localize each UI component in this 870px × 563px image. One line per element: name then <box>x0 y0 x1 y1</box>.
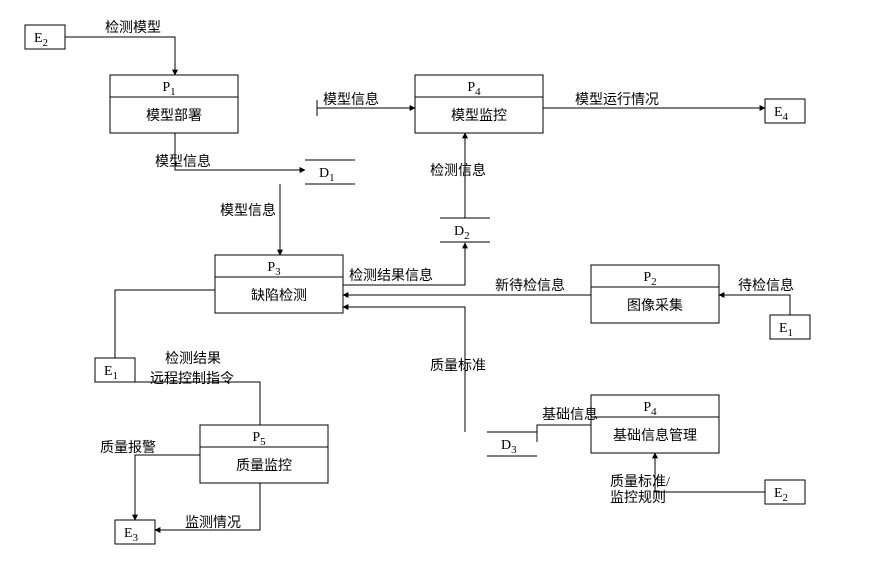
edge-label-p5_e1: 远程控制指令 <box>150 371 234 387</box>
edge-label-p1_d1: 模型信息 <box>155 153 211 170</box>
edge-p3_e1_r <box>115 290 215 358</box>
process-p4b: P4基础信息管理 <box>591 395 719 453</box>
edge-label-p5_e3_q: 质量报警 <box>100 440 156 456</box>
edge-p4b_d3 <box>537 425 591 442</box>
edge-p5_e1 <box>115 358 260 425</box>
edge-e2b_p4b <box>655 453 765 492</box>
process-p5: P5质量监控 <box>200 425 328 483</box>
edge-label-mi_p4: 模型信息 <box>323 91 379 108</box>
edge-label-d3_p3: 质量标准 <box>430 358 486 374</box>
process-label: 模型部署 <box>146 108 202 124</box>
edge-label-e2b_p4b-1: 质量标准/ <box>610 474 670 490</box>
edge-label-p3_d2: 检测结果信息 <box>349 267 433 284</box>
edge-label-p4_e4: 模型运行情况 <box>575 92 659 108</box>
process-p1: P1模型部署 <box>110 75 238 133</box>
external-e1b: E1 <box>95 358 135 382</box>
process-label: 缺陷检测 <box>251 288 307 304</box>
external-e4: E4 <box>765 99 805 123</box>
datastore-d1: D1 <box>305 160 355 184</box>
external-e3: E3 <box>115 520 155 544</box>
edge-label-e2b_p4b-2: 监控规则 <box>610 490 666 506</box>
external-e2b: E2 <box>765 480 805 504</box>
edge-label-p4b_d3: 基础信息 <box>542 406 598 423</box>
edge-label-d2_p4: 检测信息 <box>430 162 486 179</box>
edge-label-d1_p3: 模型信息 <box>220 202 276 219</box>
external-e1a: E1 <box>770 315 810 339</box>
process-p4: P4模型监控 <box>415 75 543 133</box>
datastore-label: D3 <box>501 438 517 456</box>
edge-label-p5_e3_m: 监测情况 <box>185 515 241 531</box>
process-label: 模型监控 <box>451 108 507 124</box>
edge-label-e1_p2: 待检信息 <box>738 277 794 294</box>
datastore-d2: D2 <box>440 218 490 242</box>
datastore-label: D2 <box>454 224 470 242</box>
edge-label-p2_p3: 新待检信息 <box>495 277 565 294</box>
edge-e2_p1 <box>65 37 175 75</box>
process-label: 基础信息管理 <box>613 427 697 444</box>
process-label: 质量监控 <box>236 458 292 474</box>
edge-p5_e3_q <box>135 455 200 520</box>
process-p2: P2图像采集 <box>591 265 719 323</box>
edge-e1_p2 <box>719 295 790 315</box>
process-p3: P3缺陷检测 <box>215 255 343 313</box>
edge-label-e2_p1: 检测模型 <box>105 20 161 36</box>
process-label: 图像采集 <box>627 297 683 314</box>
datastore-label: D1 <box>319 166 335 184</box>
edge-label-p3_e1_r: 检测结果 <box>165 351 221 367</box>
datastore-d3: D3 <box>487 432 537 456</box>
external-e2a: E2 <box>25 25 65 49</box>
